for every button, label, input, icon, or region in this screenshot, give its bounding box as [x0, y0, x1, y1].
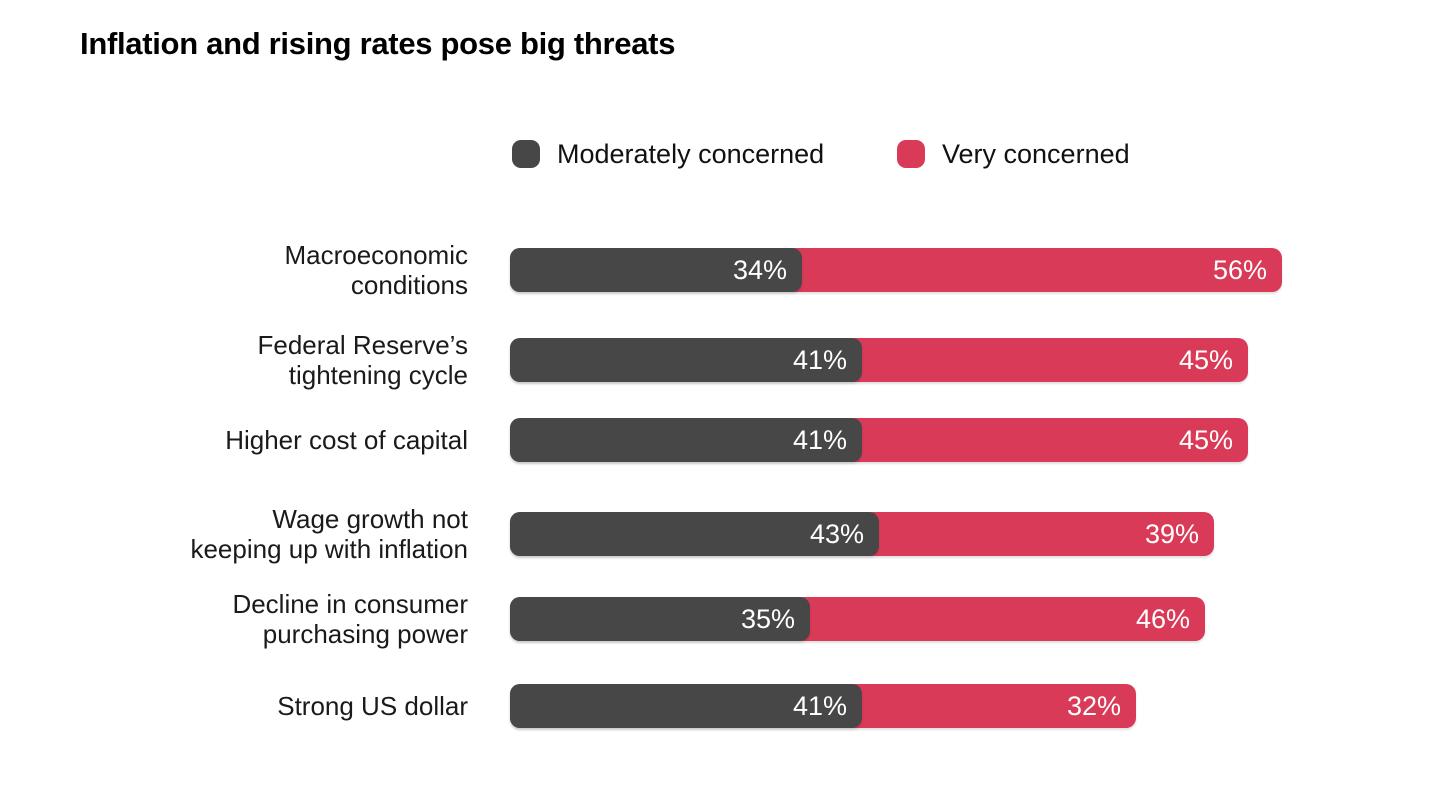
bar-row-decline-consumer-purchasing-power: Decline in consumer purchasing power 46% … — [0, 589, 1439, 649]
bar-value-moderately: 41% — [792, 344, 847, 375]
category-label: Strong US dollar — [277, 691, 468, 721]
chart-title: Inflation and rising rates pose big thre… — [80, 26, 676, 61]
bar-value-moderately: 43% — [809, 518, 864, 549]
category-label: Decline in consumer purchasing power — [232, 589, 468, 649]
category-label: Federal Reserve’s tightening cycle — [257, 330, 468, 390]
bar-row-federal-reserve-tightening-cycle: Federal Reserve’s tightening cycle 45% 41… — [0, 330, 1439, 390]
bar-segment-moderately-concerned: 41% — [510, 338, 862, 382]
legend-label: Moderately concerned — [557, 138, 825, 169]
legend: Moderately concerned Very concerned — [0, 138, 1439, 169]
bar-value-moderately: 41% — [792, 424, 847, 455]
legend-label: Very concerned — [942, 138, 1130, 169]
bar-row-wage-growth-not-keeping-up: Wage growth not keeping up with inflation… — [0, 504, 1439, 564]
bar-row-higher-cost-of-capital: Higher cost of capital 45% 41% — [0, 418, 1439, 462]
bar-row-macroeconomic-conditions: Macroeconomic conditions 56% 34% — [0, 240, 1439, 300]
legend-item-moderately-concerned: Moderately concerned — [512, 138, 825, 169]
bar-value-very: 45% — [1178, 344, 1233, 375]
bar-value-moderately: 41% — [792, 690, 847, 721]
bar-value-very: 32% — [1066, 690, 1121, 721]
bar-value-very: 56% — [1212, 254, 1267, 285]
category-label: Higher cost of capital — [225, 425, 468, 455]
bar-value-moderately: 35% — [740, 603, 795, 634]
legend-swatch-moderately-icon — [512, 140, 540, 168]
legend-item-very-concerned: Very concerned — [897, 138, 1130, 169]
category-label: Wage growth not keeping up with inflation — [190, 504, 468, 564]
bar-value-very: 45% — [1178, 424, 1233, 455]
category-label: Macroeconomic conditions — [284, 240, 468, 300]
bar-row-strong-us-dollar: Strong US dollar 32% 41% — [0, 684, 1439, 728]
bar-segment-moderately-concerned: 43% — [510, 512, 879, 556]
bar-segment-moderately-concerned: 41% — [510, 418, 862, 462]
bar-segment-moderately-concerned: 35% — [510, 597, 810, 641]
bar-value-moderately: 34% — [732, 254, 787, 285]
bar-segment-moderately-concerned: 34% — [510, 248, 802, 292]
legend-swatch-very-icon — [897, 140, 925, 168]
bar-segment-moderately-concerned: 41% — [510, 684, 862, 728]
bar-value-very: 46% — [1135, 603, 1190, 634]
bar-value-very: 39% — [1144, 518, 1199, 549]
